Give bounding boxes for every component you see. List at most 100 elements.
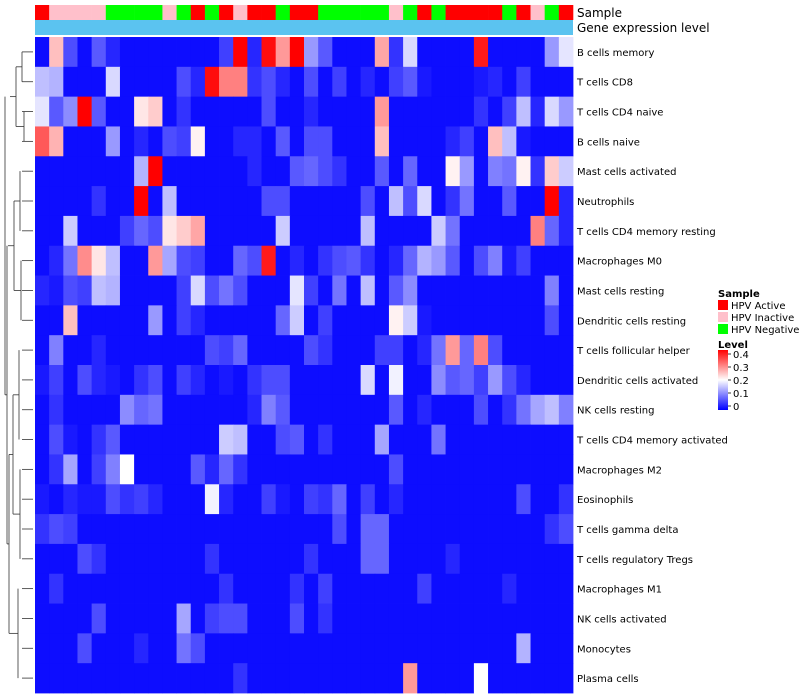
heatmap-cell [530,335,546,366]
heatmap-cell [219,424,234,455]
heatmap-cell [459,454,475,485]
heatmap-cell [304,573,319,604]
legend-tick-label: 0 [733,402,739,413]
heatmap-cell [35,66,50,98]
heatmap-cell [516,156,531,187]
heatmap-cell [204,394,220,426]
heatmap-cell [374,275,390,306]
heatmap-cell [558,215,574,247]
heatmap-cell [63,96,78,127]
heatmap-cell [233,305,248,336]
heatmap-cell [162,245,177,276]
heatmap-cells [35,37,574,694]
heatmap-cell [417,305,432,336]
heatmap-cell [176,394,192,426]
sample-annotation-cell [247,5,262,20]
heatmap-cell [63,245,78,276]
heatmap-cell [105,186,121,217]
heatmap-cell [105,66,121,98]
heatmap-cell [63,66,78,98]
heatmap-cell [190,663,206,694]
heatmap-cell [77,633,93,664]
heatmap-cell [35,424,50,455]
sample-annotation-cell [388,5,404,20]
heatmap-cell [332,514,347,545]
heatmap-cell [35,245,50,276]
heatmap-cell [204,424,220,455]
heatmap-cell [35,186,50,217]
heatmap-cell [134,215,149,247]
heatmap-cell [91,514,107,545]
heatmap-cell [219,484,234,515]
sample-annotation-cell [332,5,347,20]
row-label: Mast cells resting [577,286,664,297]
heatmap-cell [488,245,503,276]
heatmap-cell [403,245,418,276]
heatmap-cell [247,573,262,604]
heatmap-cell [388,633,404,664]
heatmap-cell [91,335,107,366]
heatmap-cell [119,245,135,276]
heatmap-cell [417,335,432,366]
heatmap-cell [119,365,135,396]
heatmap-cell [91,215,107,247]
row-label: Plasma cells [577,674,639,685]
heatmap-cell [63,484,78,515]
heatmap-cell [516,663,531,694]
heatmap-cell [190,37,206,68]
heatmap-cell [502,186,517,217]
heatmap-cell [77,394,93,426]
heatmap-cell [119,66,135,98]
heatmap-cell [219,275,234,306]
heatmap-cell [49,603,64,634]
heatmap-cell [544,573,560,604]
gene-expression-annotation-title: Gene expression level [577,21,710,35]
heatmap-cell [247,335,262,366]
heatmap-cell [459,603,475,634]
heatmap-cell [346,633,362,664]
heatmap-cell [459,305,475,336]
heatmap-cell [49,365,64,396]
legend-tick-label: 0.2 [733,376,749,387]
heatmap-cell [204,245,220,276]
heatmap-cell [261,215,277,247]
heatmap-cell [162,37,177,68]
heatmap-cell [190,156,206,187]
heatmap-cell [219,66,234,98]
heatmap-cell [134,186,149,217]
heatmap-cell [388,365,404,396]
heatmap-cell [49,215,64,247]
heatmap-cell [63,156,78,187]
heatmap-cell [318,394,333,426]
heatmap-cell [247,543,262,575]
heatmap-cell [219,245,234,276]
heatmap-cell [558,305,574,336]
heatmap-cell [119,275,135,306]
heatmap-cell [233,275,248,306]
heatmap-cell [289,663,305,694]
heatmap-cell [502,454,517,485]
heatmap-cell [289,335,305,366]
row-label: Monocytes [577,644,631,655]
heatmap-cell [388,66,404,98]
heatmap-cell [374,543,390,575]
heatmap-cell [219,573,234,604]
heatmap-cell [459,245,475,276]
heatmap-cell [105,424,121,455]
heatmap-cell [403,305,418,336]
heatmap-cell [77,126,93,157]
heatmap-cell [77,66,93,98]
heatmap-cell [417,156,432,187]
heatmap-cell [134,603,149,634]
heatmap-cell [346,543,362,575]
heatmap-cell [388,335,404,366]
heatmap-cell [49,245,64,276]
heatmap-cell [360,305,376,336]
heatmap-cell [445,663,461,694]
heatmap-cell [502,126,517,157]
heatmap-cell [77,603,93,634]
heatmap-cell [374,394,390,426]
heatmap-cell [261,335,277,366]
heatmap-cell [502,424,517,455]
gene-expression-annotation-bar [35,20,573,35]
